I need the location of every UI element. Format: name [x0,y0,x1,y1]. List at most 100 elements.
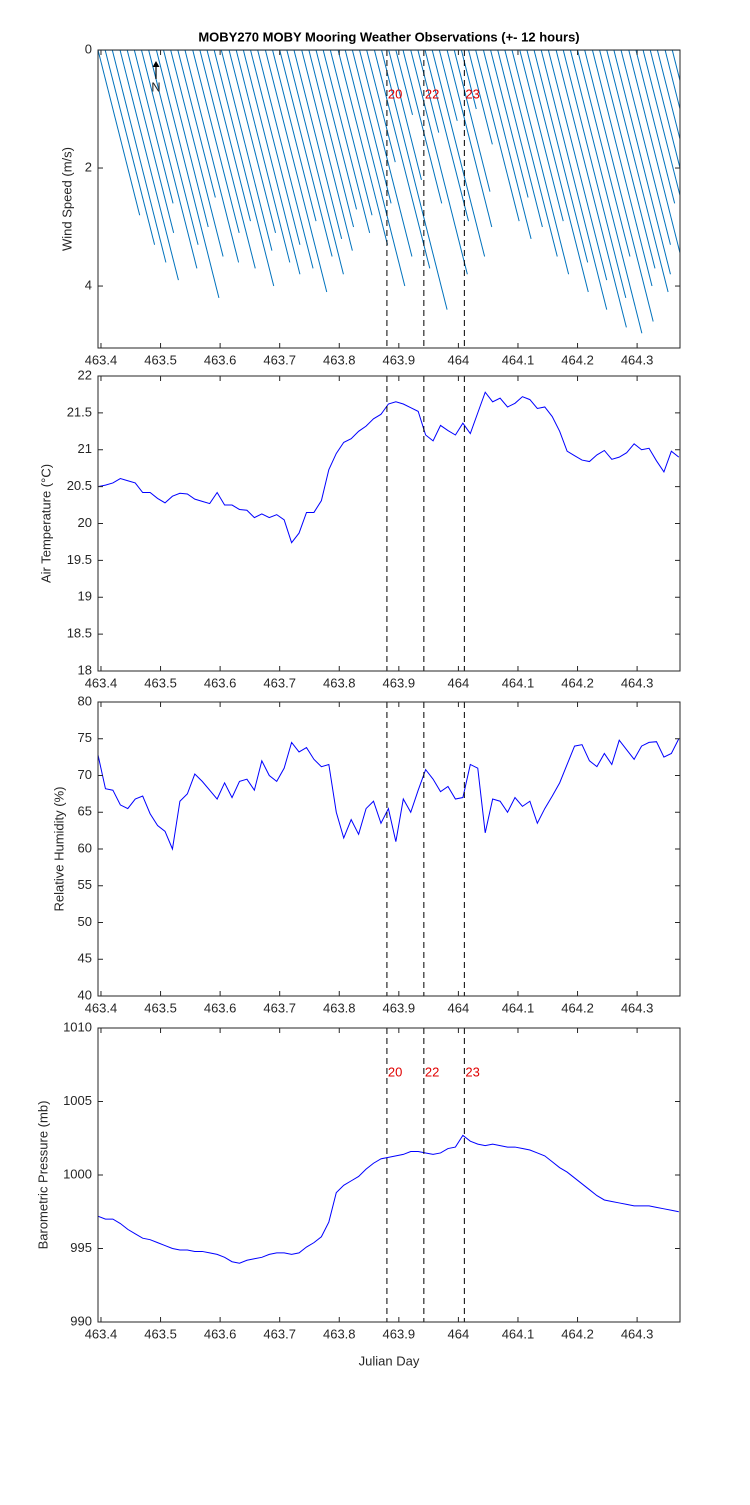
wind-stick [613,50,671,275]
wind-stick [547,50,608,281]
x-tick-label: 464.3 [621,675,654,690]
x-axis-label: Julian Day [359,1353,420,1368]
x-tick-label: 463.9 [383,352,416,367]
north-arrow-head [152,61,160,67]
wind-stick [242,50,301,275]
wind-stick [569,50,643,334]
wind-stick [155,50,220,298]
wind-stick [206,50,251,222]
x-tick-label: 463.8 [323,1000,356,1015]
wind-stick [279,50,333,257]
x-tick-label: 463.9 [383,1326,416,1341]
wind-stick [417,50,440,133]
x-tick-label: 463.9 [383,1000,416,1015]
event-label: 22 [425,86,439,101]
wind-stick [192,50,240,234]
wind-stick [184,50,240,263]
x-tick-label: 464.1 [502,1000,535,1015]
wind-stick [272,50,317,222]
wind-stick [656,50,680,142]
x-tick-label: 464.3 [621,1000,654,1015]
x-tick-label: 463.7 [263,352,296,367]
wind-stick [126,50,175,234]
wind-stick [642,50,680,198]
wind-stick [599,50,656,269]
y-tick-label: 60 [78,840,92,855]
x-tick-label: 463.4 [85,1326,118,1341]
wind-stick [359,50,413,257]
x-tick-label: 463.4 [85,1000,118,1015]
north-label: N [151,79,160,94]
y-tick-label: 0 [85,41,92,56]
y-tick-label: 70 [78,767,92,782]
event-label: 20 [388,86,402,101]
wind-stick [163,50,209,228]
wind-stick [344,50,406,287]
x-tick-label: 464.1 [502,1326,535,1341]
wind-stick [431,50,486,257]
wind-stick [533,50,589,263]
wind-stick [511,50,570,275]
wind-stick [177,50,216,198]
plot-area [98,1028,680,1322]
x-tick-label: 463.6 [204,675,237,690]
wind-stick [519,50,564,222]
y-tick-label: 65 [78,804,92,819]
wind-stick [322,50,371,234]
x-tick-label: 463.7 [263,1000,296,1015]
x-tick-label: 463.9 [383,675,416,690]
x-tick-label: 464 [448,1000,470,1015]
wind-stick [133,50,174,204]
x-tick-label: 463.7 [263,675,296,690]
y-tick-label: 21.5 [67,404,92,419]
wind-stick [468,50,493,145]
x-tick-label: 463.8 [323,352,356,367]
wind-stick [213,50,275,287]
wind-stick [606,50,669,293]
wind-stick [438,50,458,121]
wind-stick [395,50,414,116]
panel: 20 22 23 N 0 2 4 463.4 463.5 463.6 463.7 463.8 463.9… [59,41,681,367]
x-tick-label: 463.5 [144,675,177,690]
wind-stick [293,50,343,239]
x-tick-label: 464.3 [621,1326,654,1341]
data-layer [98,738,680,851]
wind-stick [402,50,443,204]
y-tick-label: 4 [85,277,92,292]
panel: 40 45 50 55 60 65 70 75 80 463.4 463.5 463.6 463.7 46… [51,693,681,1015]
y-tick-label: 22 [78,367,92,382]
wind-stick [540,50,608,310]
x-tick-label: 463.6 [204,352,237,367]
data-line [98,1134,679,1264]
x-tick-label: 463.4 [85,352,118,367]
wind-stick [504,50,558,257]
y-tick-label: 19.5 [67,552,92,567]
y-tick-label: 19 [78,589,92,604]
x-tick-label: 464.2 [561,1326,594,1341]
wind-stick [490,50,529,198]
x-tick-label: 463.8 [323,675,356,690]
wind-stick [381,50,448,310]
x-tick-label: 464.2 [561,352,594,367]
x-tick-label: 463.6 [204,1000,237,1015]
wind-stick [351,50,392,204]
data-line [98,391,680,544]
panel: 20 22 23 990 995 1000 1005 1010 463.4 463.5 463.6 4… [35,1019,681,1368]
event-label: 20 [388,1064,402,1079]
wind-stick [526,50,589,293]
y-axis-label: Air Temperature (°C) [38,464,53,583]
wind-stick [446,50,493,228]
wind-stick [315,50,358,210]
wind-stick [635,50,676,204]
y-tick-label: 1010 [63,1019,92,1034]
wind-stick [337,50,388,245]
wind-stick [584,50,654,322]
plot-area [98,702,680,996]
wind-stick [257,50,314,269]
event-label: 23 [465,1064,479,1079]
x-tick-label: 463.5 [144,352,177,367]
wind-stick [170,50,224,257]
chart-title: MOBY270 MOBY Mooring Weather Observation… [198,29,579,44]
